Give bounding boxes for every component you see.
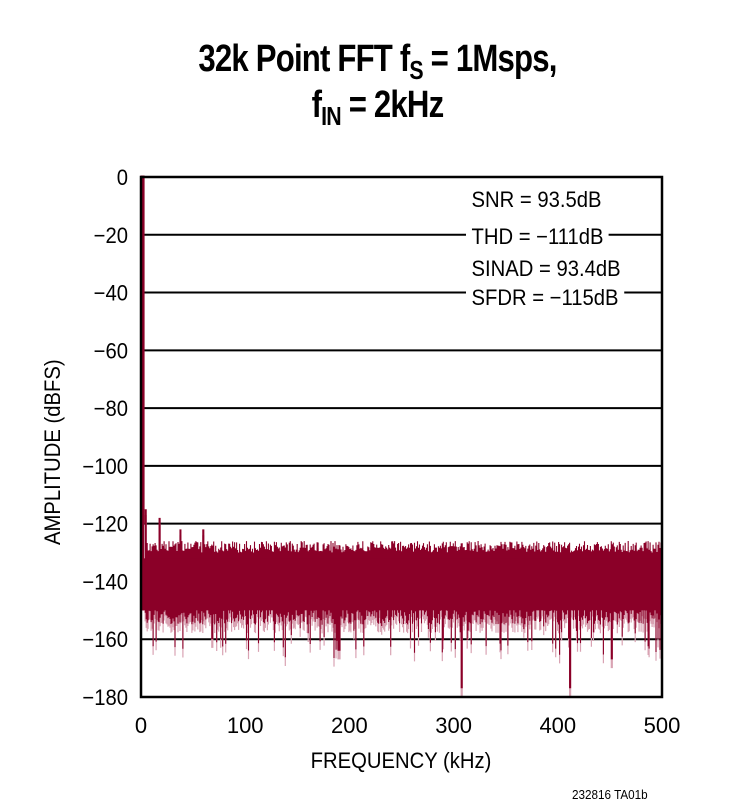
y-tick-label: −80 — [94, 397, 128, 421]
y-axis-label: AMPLITUDE (dBFS) — [40, 359, 65, 545]
x-tick-label: 100 — [227, 713, 264, 738]
y-tick-label: −60 — [94, 340, 128, 364]
chart-title-line-1: 32k Point FFT fS = 1Msps, — [198, 38, 557, 85]
sinad-annotation: SINAD = 93.4dB — [466, 256, 627, 282]
x-tick-label: 300 — [435, 713, 472, 738]
x-tick-label: 0 — [135, 713, 147, 738]
y-tick-label: −40 — [94, 282, 128, 306]
y-tick-label: −160 — [82, 628, 128, 652]
y-tick-label: −120 — [82, 513, 128, 537]
y-tick-label: −20 — [94, 224, 128, 248]
y-tick-label: 0 — [117, 166, 128, 190]
figure-id: 232816 TA01b — [572, 787, 648, 802]
plot-frame — [139, 175, 664, 699]
x-tick-label: 200 — [331, 713, 368, 738]
x-tick-label: 500 — [644, 713, 681, 738]
spectrum-trace — [140, 175, 663, 697]
y-tick-label: −100 — [82, 455, 128, 479]
y-tick-label: −180 — [82, 686, 128, 710]
x-axis-ticks: 0 100 200 300 400 500 — [135, 713, 680, 738]
thd-annotation: THD = −111dB — [466, 224, 610, 250]
sfdr-annotation: SFDR = −115dB — [466, 285, 625, 311]
snr-annotation: SNR = 93.5dB — [466, 187, 607, 213]
x-tick-label: 400 — [539, 713, 576, 738]
y-tick-label: −140 — [82, 571, 128, 595]
x-axis-label: FREQUENCY (kHz) — [310, 748, 492, 773]
y-axis-ticks: 0 −20 −40 −60 −80 −100 −120 −140 −160 −180 — [82, 166, 128, 710]
chart-title-line-2: fIN = 2kHz — [311, 84, 445, 131]
